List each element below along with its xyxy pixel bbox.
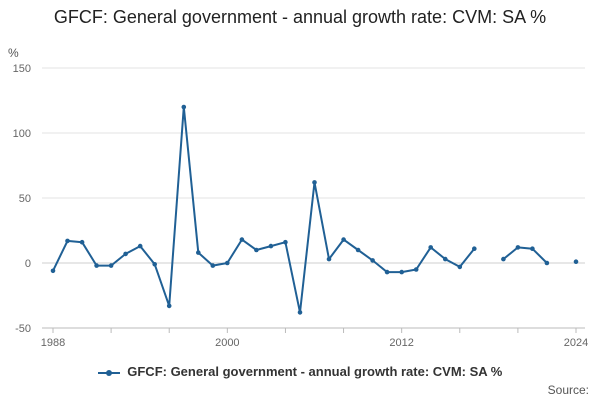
x-tick-label: 2012 xyxy=(389,337,413,349)
x-tick-label: 2000 xyxy=(215,337,239,349)
series-layer xyxy=(50,104,579,315)
data-point-2006 xyxy=(312,180,317,185)
data-point-2007 xyxy=(326,256,332,262)
series-line-segment xyxy=(502,246,548,264)
data-point-2014 xyxy=(428,245,434,250)
data-point-2002 xyxy=(254,247,259,253)
data-point-2010 xyxy=(370,258,375,263)
legend[interactable]: GFCF: General government - annual growth… xyxy=(0,364,600,379)
data-point-2016 xyxy=(457,264,463,270)
x-axis: 1988 2000 2012 2024 xyxy=(41,327,588,349)
data-point-2009 xyxy=(355,247,361,253)
data-point-2008 xyxy=(341,237,346,242)
data-point-1990 xyxy=(79,239,85,245)
data-point-1988 xyxy=(50,268,56,274)
data-point-1998 xyxy=(196,250,201,255)
chart-title: GFCF: General government - annual growth… xyxy=(53,7,547,27)
data-point-2020 xyxy=(515,245,521,250)
data-point-2004 xyxy=(283,239,288,245)
data-point-2017 xyxy=(472,246,477,251)
data-point-2011 xyxy=(384,269,390,275)
data-point-1992 xyxy=(108,263,114,268)
data-point-1991 xyxy=(94,263,99,268)
data-point-2001 xyxy=(239,237,245,242)
y-axis: % 150 100 50 0 -50 xyxy=(8,46,31,335)
y-axis-label: % xyxy=(8,46,19,60)
data-point-2012 xyxy=(399,269,405,275)
data-point-1989 xyxy=(65,238,70,244)
y-tick-label: -50 xyxy=(15,323,31,335)
y-tick-label: 50 xyxy=(19,193,31,205)
legend-swatch xyxy=(97,369,120,376)
data-point-2019 xyxy=(501,256,506,262)
x-tick-label: 1988 xyxy=(41,337,65,349)
data-point-1996 xyxy=(166,303,172,309)
data-point-1995 xyxy=(152,262,157,267)
data-point-2000 xyxy=(225,260,230,266)
data-point-2003 xyxy=(268,243,274,249)
data-point-1994 xyxy=(137,243,143,249)
data-point-2005 xyxy=(297,310,303,315)
data-point-1993 xyxy=(123,251,128,257)
series-line-segment xyxy=(52,106,476,314)
source-label: Source: xyxy=(547,383,589,397)
x-tick-label: 2024 xyxy=(564,337,588,349)
legend-label: GFCF: General government - annual growth… xyxy=(127,364,503,379)
data-point-2024 xyxy=(573,259,579,265)
y-tick-label: 150 xyxy=(13,63,31,75)
data-point-1999 xyxy=(210,263,216,268)
data-point-1997 xyxy=(181,104,187,110)
data-point-2021 xyxy=(530,246,535,251)
y-tick-label: 100 xyxy=(13,128,31,140)
data-point-2013 xyxy=(413,267,419,272)
data-point-2015 xyxy=(443,256,448,262)
data-point-2022 xyxy=(544,260,550,266)
y-tick-label: 0 xyxy=(25,258,31,270)
